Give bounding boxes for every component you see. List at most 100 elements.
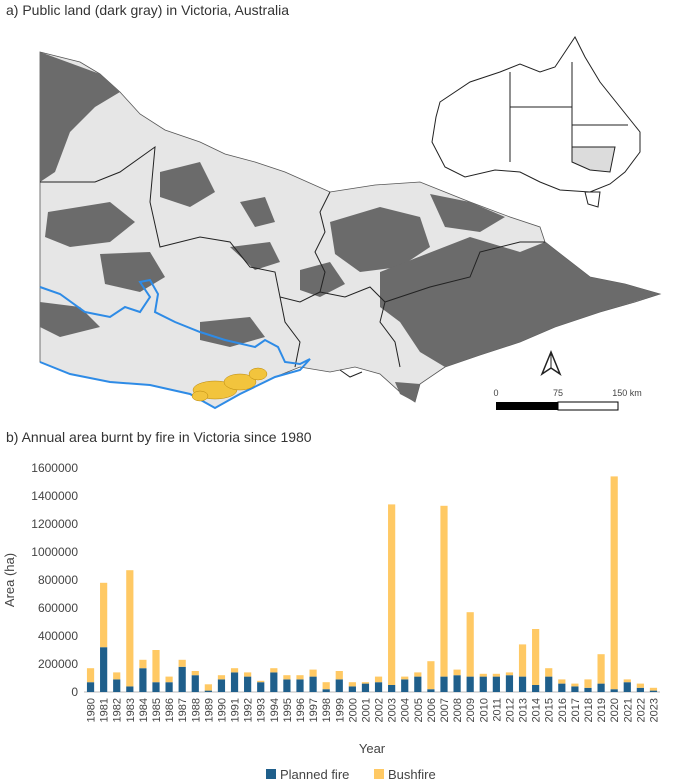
x-tick-label: 1982 (112, 698, 124, 722)
x-tick-label: 1986 (164, 698, 176, 722)
bar-planned-fire-1986 (165, 682, 173, 692)
x-tick-label: 2001 (360, 698, 372, 722)
bar-planned-fire-1995 (283, 679, 291, 692)
x-tick-label: 1981 (99, 698, 111, 722)
x-tick-label: 2002 (374, 698, 386, 722)
legend-label-bushfire: Bushfire (388, 767, 436, 782)
bar-bushfire-2011 (492, 673, 500, 677)
x-tick-label: 1992 (243, 698, 255, 722)
bar-planned-fire-1998 (322, 689, 330, 692)
bar-bushfire-2000 (348, 682, 356, 687)
x-tick-label: 1989 (203, 698, 215, 722)
bar-planned-fire-2015 (545, 676, 553, 692)
bar-planned-fire-2010 (479, 676, 487, 692)
bar-planned-fire-1988 (191, 675, 199, 692)
x-tick-label: 2012 (504, 698, 516, 722)
x-tick-label: 1987 (177, 698, 189, 722)
bar-bushfire-2021 (623, 679, 631, 683)
bar-planned-fire-2007 (440, 676, 448, 692)
bar-bushfire-2008 (453, 669, 461, 676)
x-tick-label: 2015 (544, 698, 556, 722)
x-tick-label: 1990 (216, 698, 228, 722)
inset-victoria (571, 146, 616, 173)
y-tick-label: 0 (71, 685, 78, 699)
bar-planned-fire-2016 (558, 683, 566, 692)
bar-bushfire-2001 (361, 682, 370, 684)
bar-planned-fire-2023 (649, 690, 658, 692)
bar-planned-fire-1982 (113, 679, 121, 692)
x-tick-label: 2018 (583, 698, 595, 722)
bar-planned-fire-2012 (505, 675, 514, 692)
y-tick-label: 200000 (38, 657, 78, 671)
y-tick-label: 1000000 (31, 545, 78, 559)
x-tick-label: 2010 (478, 698, 490, 722)
x-tick-label: 2017 (570, 698, 582, 722)
bar-planned-fire-2009 (466, 676, 474, 692)
bar-bushfire-1993 (257, 680, 265, 683)
panel-a-title: a) Public land (dark gray) in Victoria, … (6, 2, 289, 18)
bar-bushfire-1984 (139, 659, 147, 669)
bar-bushfire-2002 (374, 676, 383, 683)
x-tick-label: 2022 (635, 698, 647, 722)
x-tick-label: 1998 (321, 698, 333, 722)
bar-planned-fire-1996 (296, 679, 304, 692)
bar-bushfire-1997 (309, 669, 317, 677)
bar-planned-fire-1997 (309, 676, 317, 692)
bar-bushfire-1995 (283, 675, 291, 680)
bar-planned-fire-2002 (374, 682, 383, 692)
x-tick-label: 2007 (439, 698, 451, 722)
bar-bushfire-1999 (335, 671, 343, 680)
x-tick-label: 2006 (426, 698, 438, 722)
bar-planned-fire-2001 (361, 683, 370, 692)
legend-swatch-bushfire (374, 769, 384, 779)
bar-planned-fire-1989 (204, 690, 212, 692)
bar-planned-fire-2020 (610, 689, 618, 692)
bar-bushfire-2017 (571, 683, 579, 687)
bar-bushfire-2009 (466, 612, 474, 677)
bar-bushfire-2018 (584, 679, 592, 688)
bar-planned-fire-1985 (152, 682, 160, 692)
bar-planned-fire-2004 (401, 679, 409, 692)
y-tick-label: 1600000 (31, 461, 78, 475)
x-tick-label: 2008 (452, 698, 464, 722)
bar-planned-fire-1984 (139, 668, 147, 692)
x-tick-label: 1993 (256, 698, 268, 722)
x-tick-label: 2020 (609, 698, 621, 722)
x-axis-label: Year (359, 741, 386, 756)
bar-planned-fire-2014 (532, 685, 540, 692)
x-tick-label: 1985 (151, 698, 163, 722)
bar-planned-fire-2021 (623, 682, 631, 692)
x-tick-label: 1997 (308, 698, 320, 722)
x-tick-label: 2000 (347, 698, 359, 722)
y-tick-label: 600000 (38, 601, 78, 615)
legend-swatch-planned-fire (266, 769, 276, 779)
x-tick-label: 1994 (269, 698, 281, 722)
bar-bushfire-2012 (505, 672, 514, 676)
y-tick-label: 400000 (38, 629, 78, 643)
bar-planned-fire-2006 (427, 689, 435, 692)
x-tick-label: 1983 (125, 698, 137, 722)
area-burnt-chart: Area (ha) 0 200000 400000 600000 800000 10000… (2, 461, 660, 782)
bar-planned-fire-1999 (335, 679, 343, 692)
bar-planned-fire-2003 (388, 685, 396, 692)
bar-bushfire-1980 (86, 668, 95, 683)
bar-bushfire-1981 (100, 582, 108, 648)
x-tick-label: 2005 (413, 698, 425, 722)
x-tick-label: 2016 (557, 698, 569, 722)
bar-bushfire-2004 (401, 676, 409, 680)
x-tick-label: 1996 (295, 698, 307, 722)
bar-bushfire-2006 (427, 661, 435, 690)
legend-label-planned-fire: Planned fire (280, 767, 349, 782)
bar-bushfire-1983 (126, 570, 134, 687)
x-tick-label: 2019 (596, 698, 608, 722)
bar-bushfire-1998 (322, 682, 330, 690)
bar-planned-fire-2011 (492, 676, 500, 692)
bar-planned-fire-1981 (100, 647, 108, 692)
bar-bushfire-1990 (217, 675, 226, 680)
bar-planned-fire-1987 (178, 666, 186, 692)
bar-bushfire-1992 (244, 672, 252, 677)
bars (86, 476, 658, 692)
bar-bushfire-1988 (191, 671, 199, 676)
scale-tick-0: 0 (493, 388, 498, 398)
bar-planned-fire-2013 (518, 676, 527, 692)
